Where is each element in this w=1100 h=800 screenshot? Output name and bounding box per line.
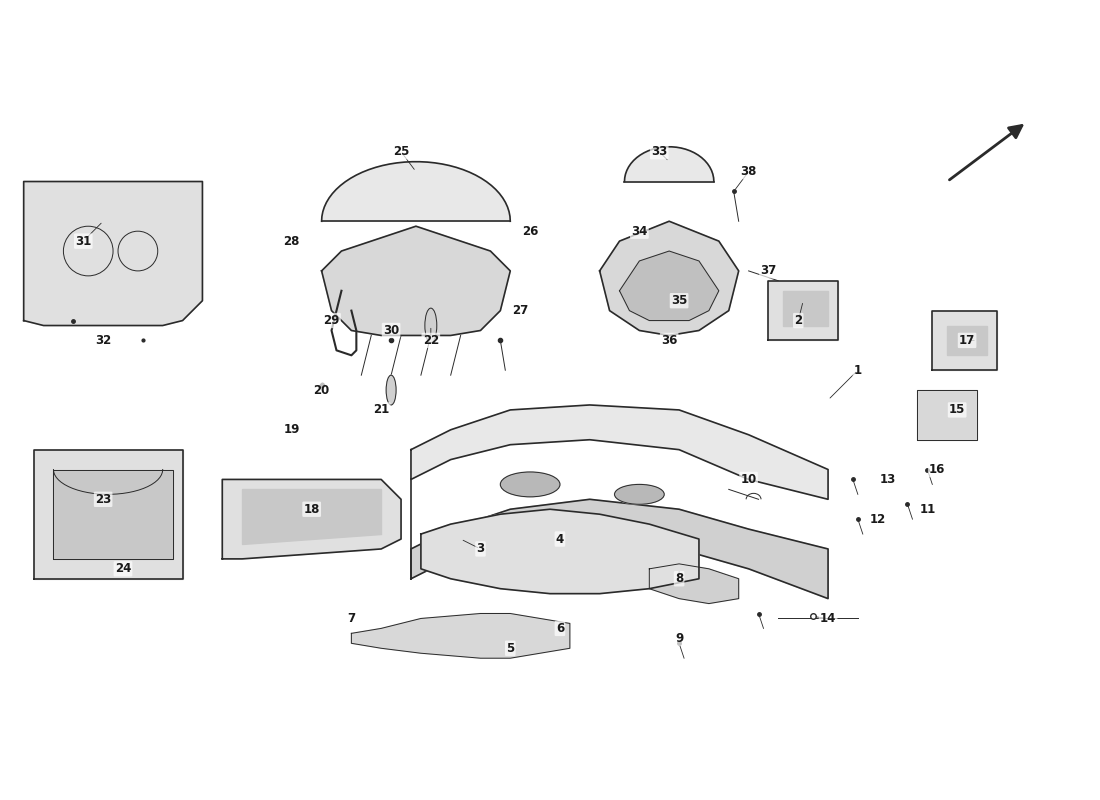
Text: 26: 26 xyxy=(522,225,538,238)
Ellipse shape xyxy=(615,485,664,504)
Text: 5: 5 xyxy=(506,642,515,654)
Text: 34: 34 xyxy=(631,225,648,238)
Polygon shape xyxy=(421,510,698,594)
Text: 8: 8 xyxy=(675,572,683,586)
Polygon shape xyxy=(321,226,510,335)
Polygon shape xyxy=(933,310,997,370)
Text: 6: 6 xyxy=(556,622,564,635)
Text: 13: 13 xyxy=(880,473,895,486)
Text: 32: 32 xyxy=(95,334,111,347)
Text: 27: 27 xyxy=(513,304,528,317)
Text: 11: 11 xyxy=(920,502,935,516)
Polygon shape xyxy=(321,162,510,222)
Text: 33: 33 xyxy=(651,146,668,158)
Text: 38: 38 xyxy=(740,165,757,178)
Text: 31: 31 xyxy=(75,234,91,248)
Text: 2: 2 xyxy=(794,314,802,327)
Text: 21: 21 xyxy=(373,403,389,417)
Polygon shape xyxy=(649,564,739,603)
Text: 36: 36 xyxy=(661,334,678,347)
Text: 24: 24 xyxy=(114,562,131,575)
Text: 9: 9 xyxy=(675,632,683,645)
Ellipse shape xyxy=(425,308,437,343)
Polygon shape xyxy=(222,479,402,559)
Ellipse shape xyxy=(500,472,560,497)
Text: 17: 17 xyxy=(959,334,976,347)
Text: 20: 20 xyxy=(314,383,330,397)
Text: 28: 28 xyxy=(284,234,300,248)
Text: 22: 22 xyxy=(422,334,439,347)
Polygon shape xyxy=(411,405,828,499)
Text: 29: 29 xyxy=(323,314,340,327)
Text: 3: 3 xyxy=(476,542,484,555)
Text: 19: 19 xyxy=(284,423,300,436)
Polygon shape xyxy=(917,390,977,440)
Polygon shape xyxy=(351,614,570,658)
Polygon shape xyxy=(411,499,828,598)
Text: 35: 35 xyxy=(671,294,688,307)
Polygon shape xyxy=(947,326,987,355)
Text: 1: 1 xyxy=(854,364,862,377)
Polygon shape xyxy=(54,470,173,559)
Text: 25: 25 xyxy=(393,146,409,158)
Polygon shape xyxy=(625,147,714,182)
Polygon shape xyxy=(600,222,739,335)
Polygon shape xyxy=(769,281,838,341)
Text: 14: 14 xyxy=(820,612,836,625)
Text: 10: 10 xyxy=(740,473,757,486)
Text: 37: 37 xyxy=(760,265,777,278)
Text: 16: 16 xyxy=(930,463,946,476)
Polygon shape xyxy=(242,490,382,544)
Ellipse shape xyxy=(386,375,396,405)
Text: 4: 4 xyxy=(556,533,564,546)
Text: 30: 30 xyxy=(383,324,399,337)
Polygon shape xyxy=(24,182,202,326)
Polygon shape xyxy=(34,450,183,578)
Text: 12: 12 xyxy=(870,513,886,526)
Polygon shape xyxy=(619,251,718,321)
Text: 7: 7 xyxy=(348,612,355,625)
Text: 15: 15 xyxy=(949,403,966,417)
Polygon shape xyxy=(783,290,828,326)
Text: 18: 18 xyxy=(304,502,320,516)
Text: 23: 23 xyxy=(95,493,111,506)
